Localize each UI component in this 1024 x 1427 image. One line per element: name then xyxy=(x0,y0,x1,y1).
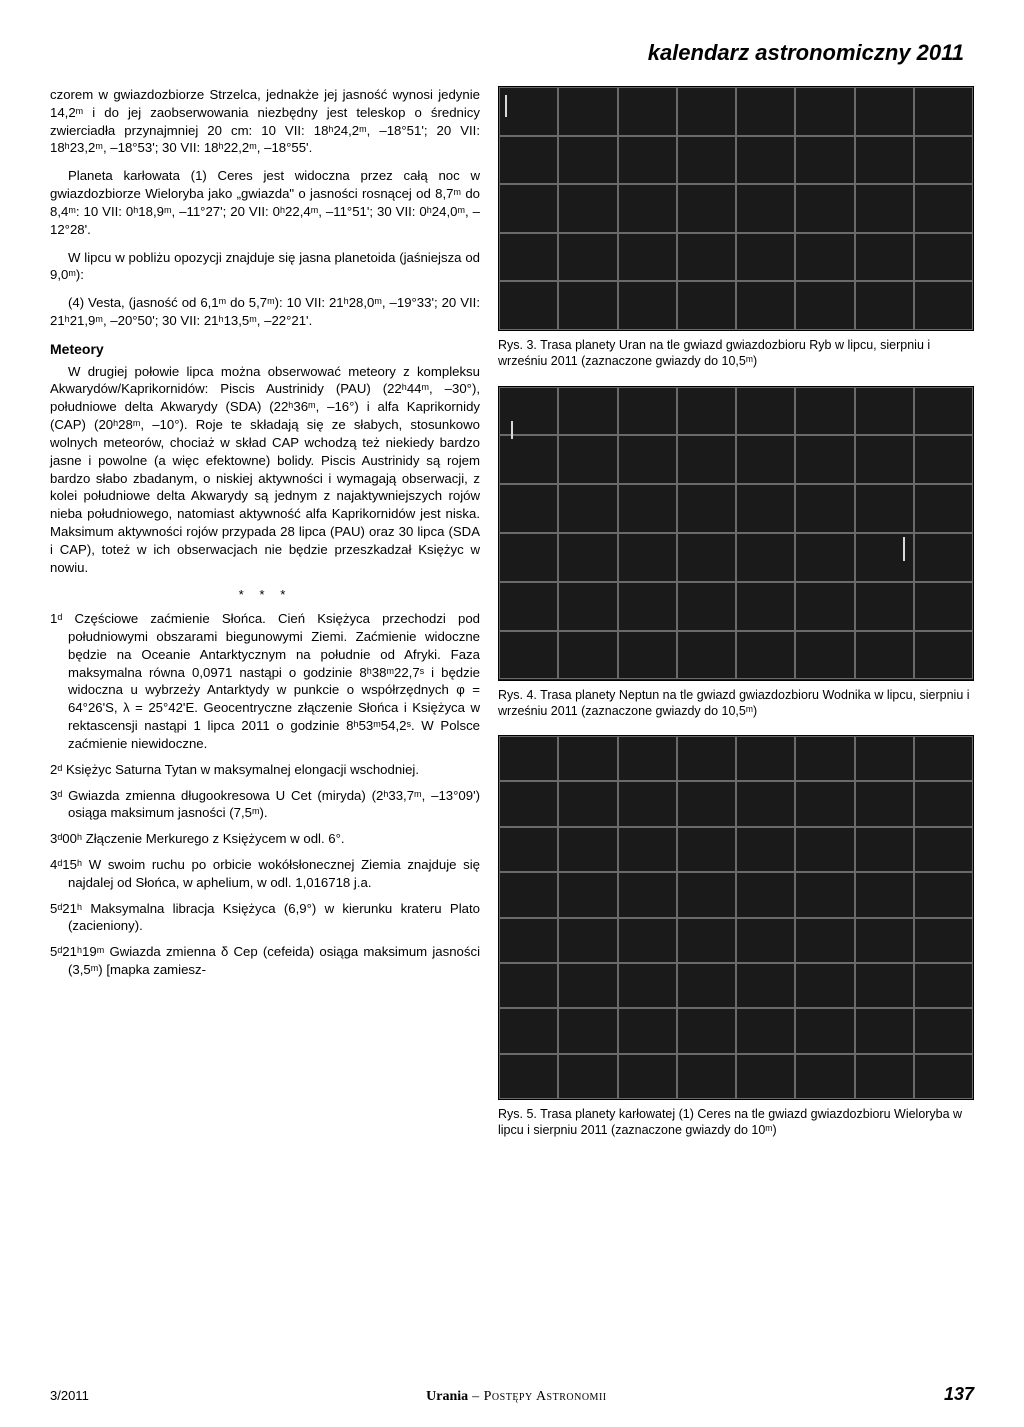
event-item: 4ᵈ15ʰ W swoim ruchu po orbicie wokółsłon… xyxy=(50,856,480,892)
event-item: 1ᵈ Częściowe zaćmienie Słońca. Cień Księ… xyxy=(50,610,480,753)
footer-journal: Urania – Postępy Astronomii xyxy=(426,1389,606,1405)
left-column: czorem w gwiazdozbiorze Strzelca, jednak… xyxy=(50,86,480,1149)
chart-ceres xyxy=(498,735,974,1100)
chart-caption-ceres: Rys. 5. Trasa planety karłowatej (1) Cer… xyxy=(498,1106,974,1139)
event-item: 3ᵈ00ʰ Złączenie Merkurego z Księżycem w … xyxy=(50,830,480,848)
chart-caption-neptun: Rys. 4. Trasa planety Neptun na tle gwia… xyxy=(498,687,974,720)
paragraph: W lipcu w pobliżu opozycji znajduje się … xyxy=(50,249,480,285)
footer-issue: 3/2011 xyxy=(50,1388,89,1403)
event-item: 5ᵈ21ʰ Maksymalna libracja Księżyca (6,9°… xyxy=(50,900,480,936)
right-column: Rys. 3. Trasa planety Uran na tle gwiazd… xyxy=(498,86,974,1149)
footer-page-number: 137 xyxy=(944,1384,974,1405)
event-item: 3ᵈ Gwiazda zmienna długookresowa U Cet (… xyxy=(50,787,480,823)
chart-grid xyxy=(499,87,973,330)
paragraph: Planeta karłowata (1) Ceres jest widoczn… xyxy=(50,167,480,238)
event-item: 5ᵈ21ʰ19ᵐ Gwiazda zmienna δ Cep (cefeida)… xyxy=(50,943,480,979)
chart-grid xyxy=(499,736,973,1099)
paragraph: (4) Vesta, (jasność od 6,1ᵐ do 5,7ᵐ): 10… xyxy=(50,294,480,330)
event-item: 2ᵈ Księżyc Saturna Tytan w maksymalnej e… xyxy=(50,761,480,779)
section-heading-meteory: Meteory xyxy=(50,340,480,359)
page-footer: 3/2011 Urania – Postępy Astronomii 137 xyxy=(50,1384,974,1405)
journal-name: Urania xyxy=(426,1389,468,1404)
content-area: czorem w gwiazdozbiorze Strzelca, jednak… xyxy=(50,86,974,1149)
chart-uran xyxy=(498,86,974,331)
paragraph: W drugiej połowie lipca można obserwować… xyxy=(50,363,480,577)
page-title: kalendarz astronomiczny 2011 xyxy=(50,40,974,66)
chart-grid xyxy=(499,387,973,680)
chart-mark xyxy=(511,421,513,439)
chart-mark xyxy=(505,95,507,117)
chart-neptun xyxy=(498,386,974,681)
journal-sub: – Postępy Astronomii xyxy=(468,1389,606,1404)
separator-stars: * * * xyxy=(50,586,480,604)
chart-mark xyxy=(903,537,905,561)
chart-caption-uran: Rys. 3. Trasa planety Uran na tle gwiazd… xyxy=(498,337,974,370)
paragraph: czorem w gwiazdozbiorze Strzelca, jednak… xyxy=(50,86,480,157)
